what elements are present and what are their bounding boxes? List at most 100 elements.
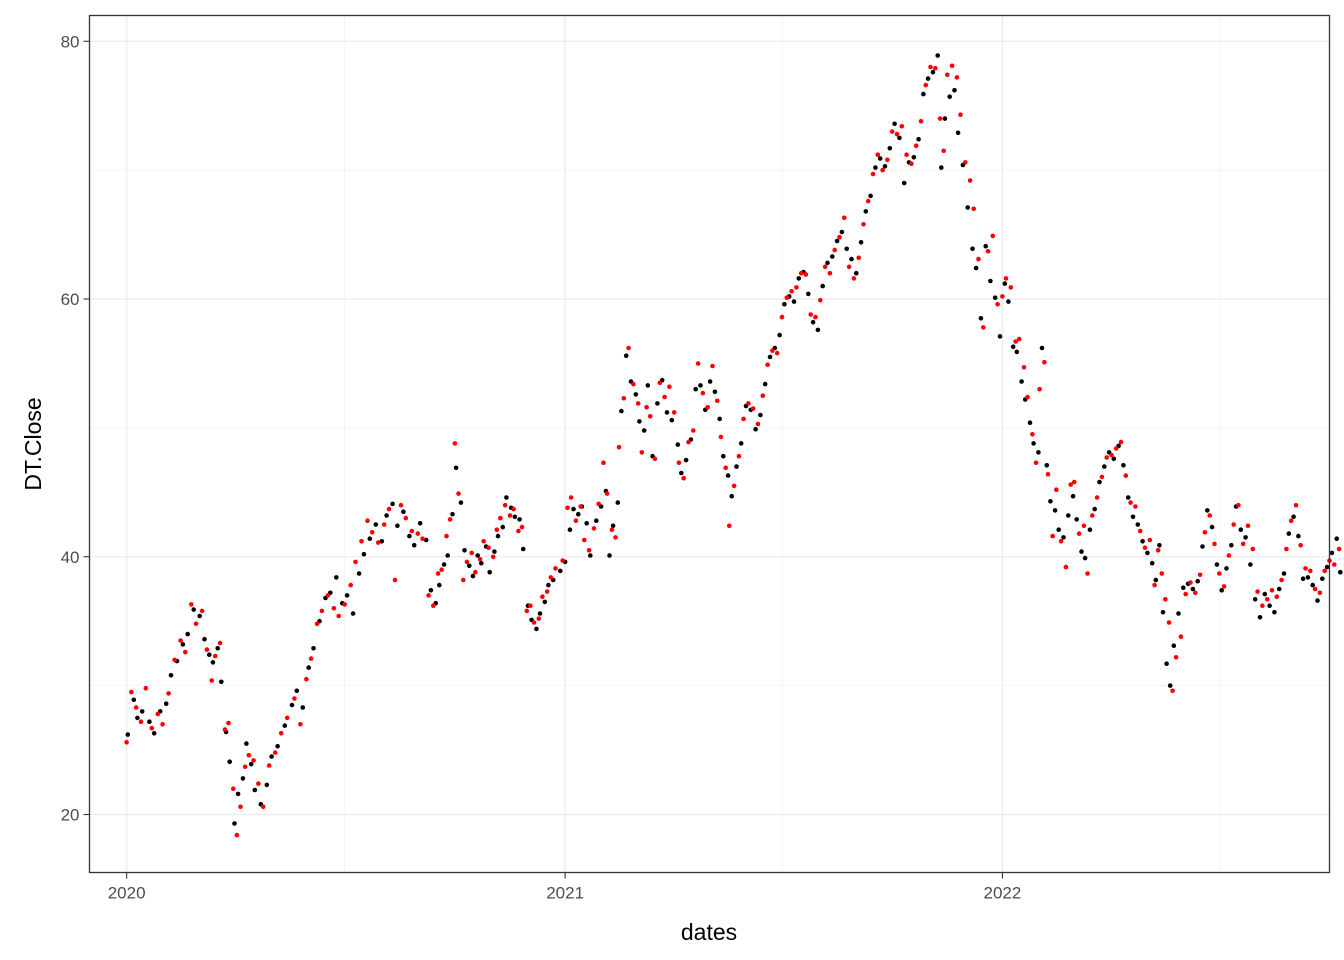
data-point [746, 401, 751, 406]
data-point [885, 157, 890, 163]
data-point [645, 383, 651, 388]
data-point [954, 75, 960, 80]
data-point [762, 381, 768, 387]
data-point [439, 567, 445, 572]
data-point [1070, 493, 1076, 499]
data-point [492, 549, 497, 554]
data-point [1025, 394, 1030, 400]
data-point [504, 495, 509, 500]
data-point [334, 575, 339, 580]
data-point [1264, 597, 1270, 602]
data-point [897, 135, 902, 141]
data-point [870, 171, 876, 177]
data-point [353, 559, 358, 565]
data-point [1173, 655, 1179, 660]
data-point [877, 156, 883, 161]
data-point [1054, 487, 1059, 493]
data-point [715, 398, 720, 404]
data-point [381, 522, 387, 527]
data-point [657, 380, 663, 386]
data-point [806, 291, 811, 297]
data-point [955, 130, 961, 136]
data-point [537, 611, 543, 616]
data-point [1190, 586, 1196, 592]
data-point [1155, 548, 1161, 553]
data-point [222, 727, 228, 732]
data-point [925, 76, 931, 81]
data-point [1031, 441, 1036, 446]
data-point [1160, 609, 1166, 615]
data-point [238, 804, 243, 810]
data-point [350, 611, 356, 616]
data-point [417, 521, 423, 526]
data-point [1332, 562, 1337, 567]
data-point [356, 571, 362, 576]
data-point [511, 506, 516, 512]
data-point [1217, 571, 1222, 576]
data-point [437, 582, 442, 588]
data-point [260, 804, 266, 810]
data-point [308, 656, 314, 661]
data-point [401, 509, 406, 514]
data-point [155, 711, 161, 717]
data-point [235, 791, 241, 797]
data-point [770, 348, 775, 353]
data-point [373, 522, 379, 527]
data-point [935, 53, 940, 58]
data-point [578, 504, 583, 509]
x-tick-label: 2022 [984, 884, 1022, 903]
data-point [937, 116, 943, 121]
y-tick-label: 20 [61, 806, 80, 825]
data-point [791, 299, 797, 304]
grid-lines [89, 15, 1330, 873]
data-point [390, 501, 395, 507]
data-point [251, 758, 256, 763]
data-point [1317, 590, 1323, 596]
data-point [1231, 522, 1236, 527]
data-point [1219, 588, 1224, 593]
data-point [1021, 365, 1027, 370]
data-point [1052, 508, 1058, 513]
data-point [1300, 576, 1306, 581]
data-point [540, 594, 545, 599]
data-point [519, 524, 525, 530]
data-point [1183, 591, 1188, 597]
y-tick-label: 80 [61, 32, 80, 51]
data-point [1111, 456, 1117, 462]
data-point [147, 719, 152, 724]
data-point [967, 178, 973, 183]
data-point [314, 621, 320, 627]
data-point [619, 408, 624, 414]
data-points [124, 53, 1343, 838]
data-point [731, 483, 737, 489]
data-point [947, 94, 952, 99]
data-point [774, 350, 780, 356]
data-point [973, 265, 979, 271]
data-point [827, 270, 833, 276]
data-point [1288, 518, 1294, 523]
data-point [189, 602, 194, 607]
data-point [695, 361, 701, 366]
data-point [528, 603, 533, 608]
data-point [1157, 542, 1162, 548]
data-point [669, 417, 675, 423]
data-point [707, 379, 713, 384]
data-point [166, 691, 171, 696]
data-point [698, 383, 703, 388]
data-point [725, 473, 731, 478]
data-point [1252, 597, 1258, 602]
data-point [138, 719, 144, 724]
data-point [1240, 541, 1246, 547]
data-point [452, 441, 458, 446]
data-point [403, 515, 409, 521]
data-point [1097, 479, 1102, 485]
data-point [444, 533, 449, 539]
data-point [1085, 571, 1090, 576]
data-point [232, 821, 237, 826]
data-point [1072, 479, 1077, 485]
data-point [524, 608, 530, 614]
data-point [830, 254, 835, 259]
data-point [1068, 482, 1073, 487]
data-point [178, 638, 183, 643]
